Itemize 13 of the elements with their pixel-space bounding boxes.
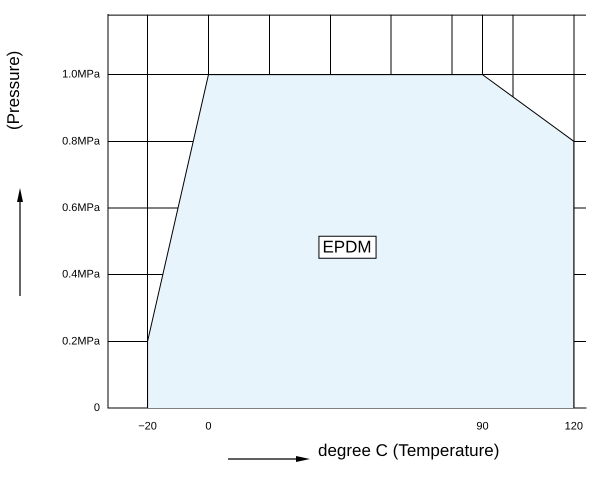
y-tick-label: 0.6MPa	[62, 202, 101, 214]
y-tick-label: 0	[94, 402, 100, 414]
x-tick-label: 120	[564, 420, 584, 433]
y-axis-title: (Pressure)	[4, 50, 24, 130]
y-tick-label: 0.8MPa	[62, 135, 101, 148]
x-tick-label: 0	[205, 420, 212, 433]
x-tick-label: 90	[476, 420, 489, 433]
annotation: EPDM	[322, 237, 372, 256]
y-tick-label: 1.0MPa	[62, 68, 101, 81]
x-axis-title: degree C (Temperature)	[318, 441, 500, 461]
x-tick-label: −20	[138, 420, 157, 433]
y-tick-label: 0.2MPa	[62, 335, 101, 348]
y-tick-label: 0.4MPa	[62, 268, 101, 281]
